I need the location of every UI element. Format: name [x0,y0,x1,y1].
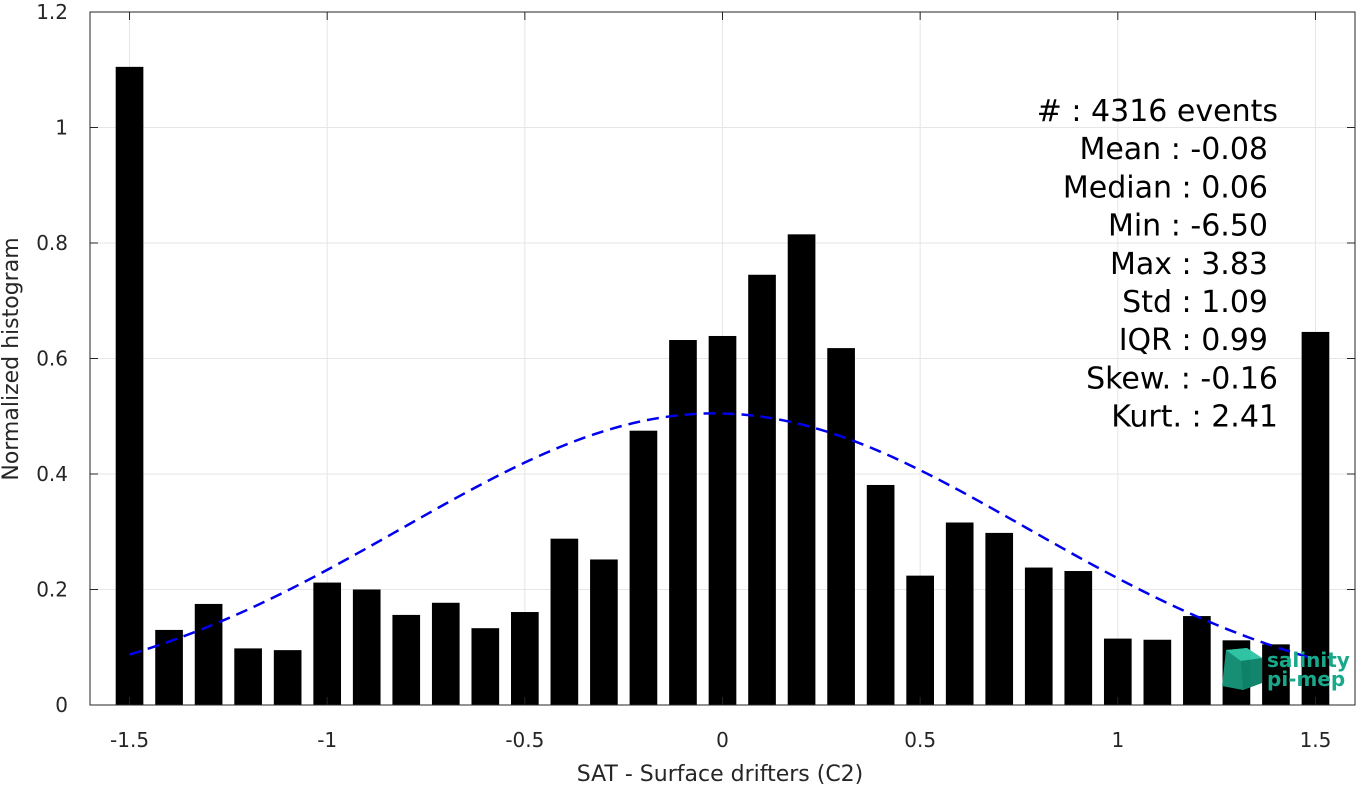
histogram-bar [1064,571,1093,705]
x-tick-label: -1.5 [110,728,149,752]
histogram-bar [708,335,737,705]
histogram-bar [748,274,776,705]
y-tick-label: 1 [55,116,68,140]
stats-line: Max : 3.83 [1110,247,1268,282]
histogram-bar [115,66,144,706]
stats-line: Min : -6.50 [1108,209,1268,244]
logo-line1: salinity [1267,648,1350,672]
histogram-bar [669,340,697,705]
y-tick-label: 0.6 [36,347,68,371]
histogram-bar [550,538,579,705]
histogram-bar [431,602,460,705]
stats-line: Std : 1.09 [1122,285,1268,320]
normal-fit-curve [129,412,1316,661]
histogram-bar [352,589,381,705]
histogram-bar [392,614,421,705]
x-axis-label: SAT - Surface drifters (C2) [577,762,864,785]
axis-ticks: -1.5 -1 -0.5 0 0.5 1 1.5 0 0.2 0.4 0.6 0.8 1 1.2 [36,0,1355,752]
x-tick-label: 0.5 [904,728,936,752]
stats-line: Median : 0.06 [1063,170,1268,205]
histogram-bar [906,575,934,705]
cube-icon [1222,648,1262,690]
histogram-bar [313,582,342,705]
y-tick-label: 0.8 [36,231,68,255]
logo-line2: pi-mep [1267,667,1345,691]
x-tick-label: 1 [1111,728,1124,752]
histogram-bar [985,532,1014,705]
stats-line: Mean : -0.08 [1079,132,1268,167]
histogram-bars [115,66,1330,706]
histogram-bar [787,234,816,705]
x-tick-label: -0.5 [505,728,544,752]
y-tick-label: 0.4 [36,462,68,486]
x-tick-label: 0 [716,728,729,752]
y-tick-label: 1.2 [36,0,68,24]
histogram-bar [945,522,974,705]
y-axis-label: Normalized histogram [0,237,24,480]
y-tick-label: 0.2 [36,578,68,602]
histogram-bar [1301,331,1330,705]
stats-line: IQR : 0.99 [1119,323,1268,358]
x-tick-label: -1 [317,728,337,752]
histogram-bar [590,559,618,705]
stats-line: Skew. : -0.16 [1086,361,1278,396]
stats-line: # : 4316 events [1037,94,1278,129]
histogram-bar [471,628,500,705]
histogram-bar [629,430,658,705]
histogram-bar [273,650,302,705]
histogram-bar [866,484,895,705]
histogram-bar [1183,616,1211,705]
histogram-bar [1024,567,1053,705]
histogram-bar [827,348,855,705]
histogram-bar [511,612,539,705]
histogram-bar [1103,638,1132,705]
y-tick-label: 0 [55,693,68,717]
histogram-bar [194,603,223,705]
histogram-bar [1143,639,1172,705]
stats-line: Kurt. : 2.41 [1111,400,1278,435]
histogram-bar [234,648,262,705]
x-tick-label: 1.5 [1300,728,1332,752]
histogram-bar [1262,644,1290,705]
salinity-pi-mep-logo: salinity pi-mep [1222,648,1350,691]
